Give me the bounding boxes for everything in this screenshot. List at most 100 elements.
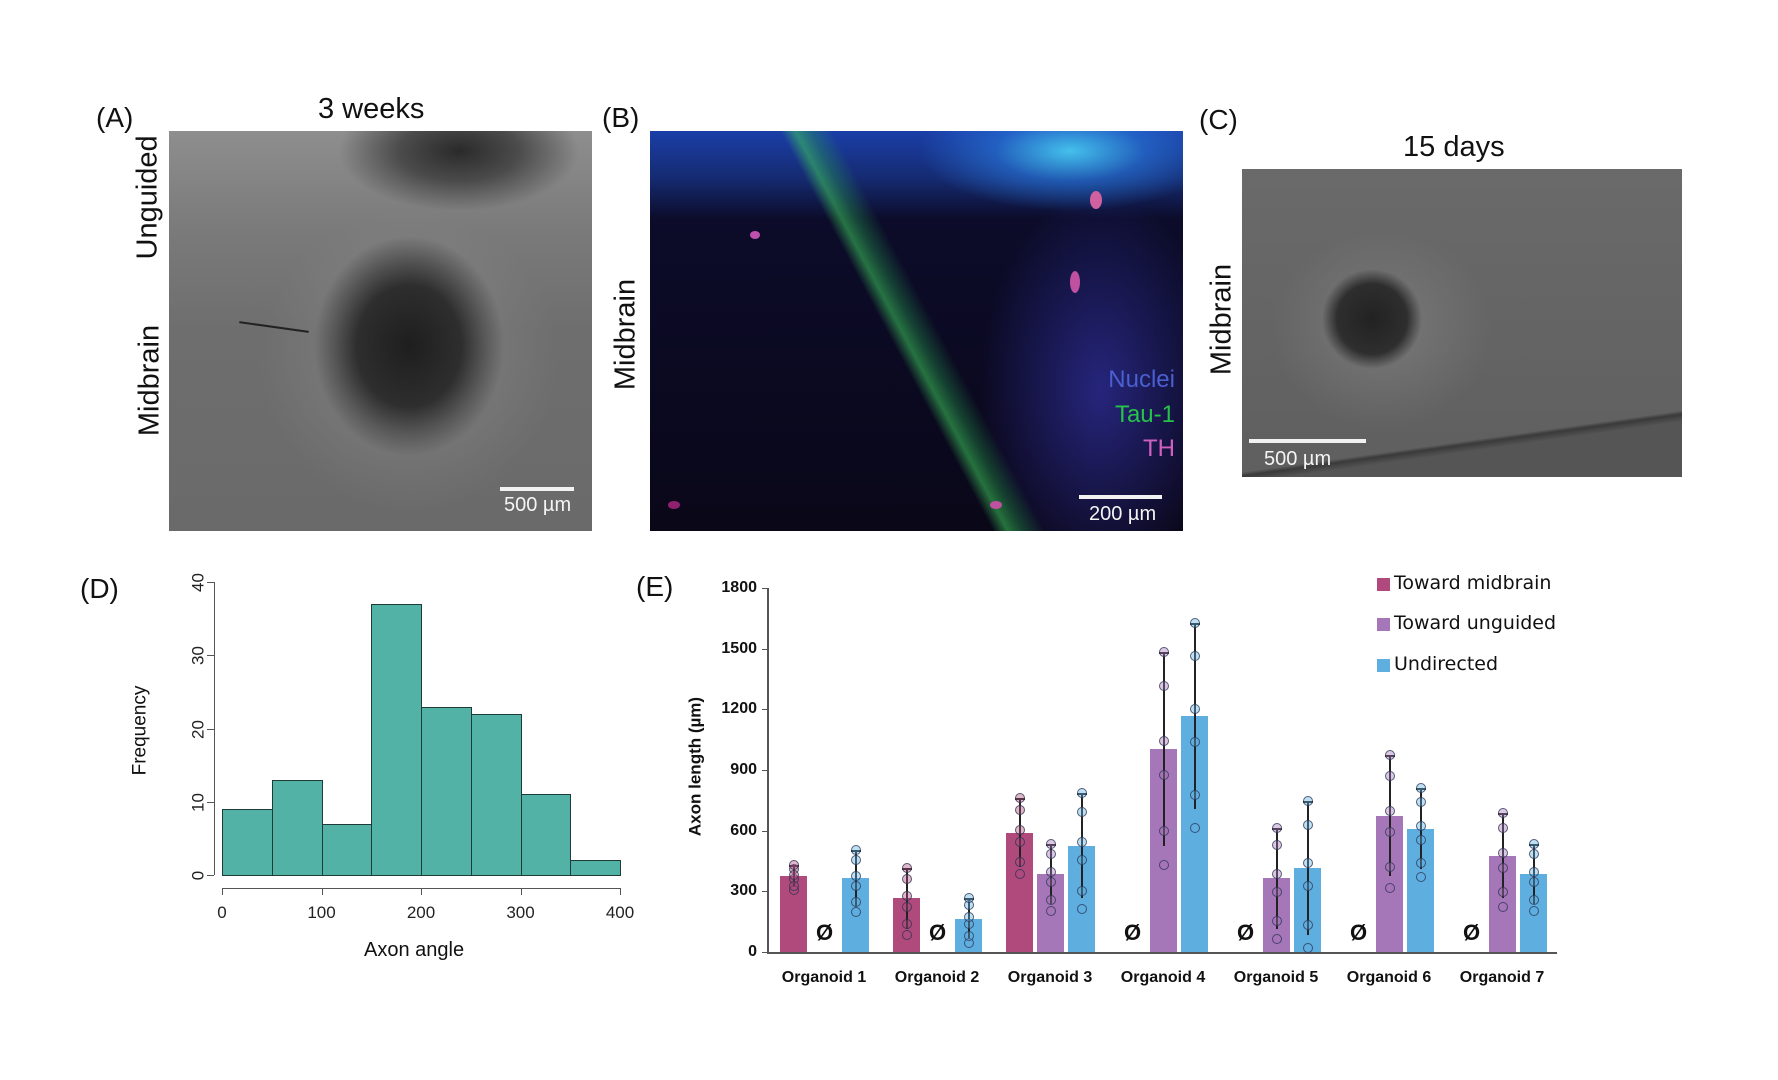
- x-tick: [421, 888, 422, 895]
- panel-d-label: (D): [80, 573, 119, 604]
- x-tick-label: 100: [307, 903, 336, 922]
- x-tick-label: 0: [217, 903, 227, 922]
- data-point: [1014, 805, 1025, 816]
- data-point: [1014, 793, 1025, 804]
- y-tick: [762, 648, 767, 650]
- legend-label-toward-unguided: Toward unguided: [1394, 612, 1557, 634]
- data-point: [1302, 819, 1313, 830]
- legend-swatch-undirected: [1377, 659, 1390, 672]
- data-point: [1384, 771, 1395, 782]
- data-point: [788, 880, 799, 891]
- data-point: [1271, 933, 1282, 944]
- data-point: [850, 844, 861, 855]
- panel-b-side-label: Midbrain: [609, 278, 642, 391]
- data-point: [850, 907, 861, 918]
- data-point: [1302, 858, 1313, 869]
- scale-bar-label: 500 µm: [1264, 448, 1332, 470]
- data-point: [901, 929, 912, 940]
- panel-c-side-label: Midbrain: [1205, 263, 1238, 376]
- micrograph-15-days: 500 µm: [1242, 169, 1682, 477]
- data-point: [1076, 885, 1087, 896]
- th-signal: [1070, 271, 1080, 293]
- data-point: [1189, 650, 1200, 661]
- data-point: [1014, 837, 1025, 848]
- x-tick-label: 300: [506, 903, 535, 922]
- panel-c-label: (C): [1199, 104, 1238, 135]
- y-tick-label: 600: [730, 821, 757, 839]
- data-point: [1528, 866, 1539, 877]
- data-point: [1302, 881, 1313, 892]
- x-tick-label: 400: [605, 903, 635, 922]
- th-signal: [668, 501, 680, 509]
- data-point: [1271, 840, 1282, 851]
- y-axis: [214, 582, 215, 875]
- x-tick: [321, 888, 323, 895]
- data-point: [1045, 849, 1056, 860]
- data-point: [1384, 883, 1395, 894]
- data-point: [1076, 788, 1087, 799]
- category-label: Organoid 7: [1459, 969, 1545, 986]
- category-label: Organoid 3: [1007, 969, 1093, 986]
- data-point: [1497, 862, 1508, 873]
- th-signal: [750, 231, 760, 239]
- empty-marker: Ø: [1462, 920, 1481, 945]
- th-signal: [990, 501, 1002, 509]
- data-point: [1076, 806, 1087, 817]
- data-point: [1045, 905, 1056, 916]
- legend-label-toward-midbrain: Toward midbrain: [1394, 572, 1552, 594]
- data-point: [1415, 872, 1426, 883]
- empty-marker: Ø: [1349, 920, 1368, 945]
- y-tick-label: 900: [730, 761, 757, 778]
- histogram-bar: [321, 823, 373, 876]
- data-point: [1528, 894, 1539, 905]
- y-tick-label: 1800: [721, 579, 757, 596]
- data-point: [1415, 834, 1426, 845]
- panel-c-title: 15 days: [1403, 131, 1505, 163]
- histogram-bar: [222, 809, 273, 876]
- category-label: Organoid 4: [1120, 969, 1206, 986]
- data-point: [1014, 825, 1025, 836]
- data-point: [901, 873, 912, 884]
- data-point: [1158, 680, 1169, 691]
- x-tick: [620, 888, 621, 895]
- data-point: [901, 891, 912, 902]
- panel-a-label: (A): [96, 102, 134, 133]
- y-tick-label: 1200: [721, 700, 757, 718]
- histogram-bar: [271, 779, 323, 876]
- y-tick: [207, 728, 214, 730]
- y-tick-label: 40: [188, 573, 208, 592]
- y-tick: [762, 588, 767, 589]
- y-tick-label: 300: [730, 882, 757, 900]
- data-point: [901, 901, 912, 912]
- data-point: [1045, 877, 1056, 888]
- data-point: [1271, 916, 1282, 927]
- y-tick-label: 10: [188, 792, 208, 812]
- x-tick-label: 200: [406, 903, 436, 922]
- data-point: [963, 893, 974, 904]
- y-tick: [207, 875, 214, 876]
- data-point: [1271, 869, 1282, 880]
- legend-th: TH: [1143, 435, 1175, 462]
- y-tick-label: 1500: [721, 639, 757, 657]
- data-point: [1271, 887, 1282, 898]
- data-point: [1415, 797, 1426, 808]
- data-point: [1497, 808, 1508, 819]
- scale-bar-label: 200 µm: [1089, 503, 1157, 525]
- data-point: [1384, 805, 1395, 816]
- data-point: [1497, 901, 1508, 912]
- histogram-bar: [470, 713, 522, 876]
- panel-a-title: 3 weeks: [318, 93, 425, 125]
- legend-swatch-toward-midbrain: [1377, 578, 1390, 591]
- empty-marker: Ø: [815, 920, 834, 945]
- data-point: [963, 930, 974, 941]
- data-point: [901, 919, 912, 930]
- data-point: [1497, 847, 1508, 858]
- th-signal: [1090, 191, 1102, 209]
- error-bar: [1162, 651, 1165, 846]
- x-axis: [767, 952, 1557, 954]
- y-tick: [762, 952, 767, 953]
- data-point: [1158, 646, 1169, 657]
- empty-marker: Ø: [1123, 920, 1142, 945]
- category-label: Organoid 2: [894, 969, 980, 986]
- panel-e-label: (E): [636, 571, 674, 602]
